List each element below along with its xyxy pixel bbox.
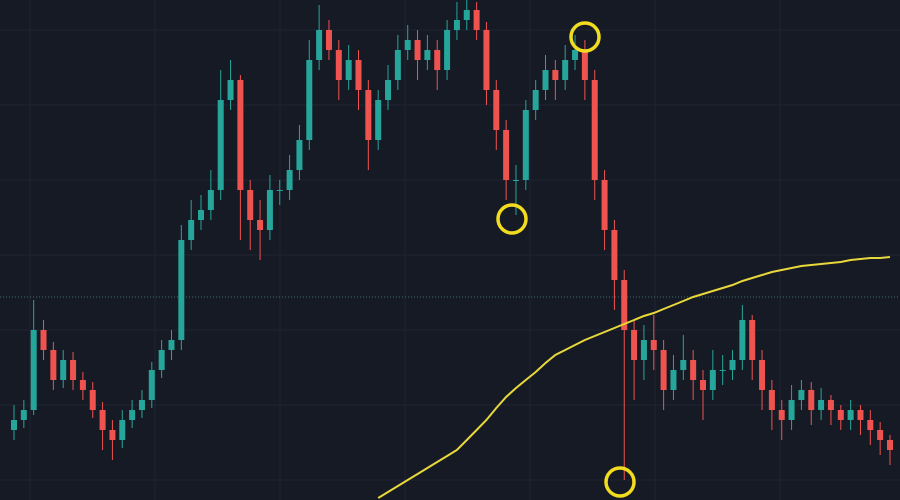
candle-body	[237, 80, 244, 190]
moving-average-line	[377, 256, 891, 499]
candle-body	[522, 110, 529, 180]
candle-body	[542, 70, 549, 90]
candle-body	[749, 320, 756, 360]
candle-body	[837, 410, 844, 420]
highlight-circle	[569, 21, 601, 53]
candle-body	[60, 360, 67, 380]
candle-body	[857, 410, 864, 420]
candle-body	[316, 30, 323, 60]
candle-body	[808, 390, 815, 410]
candle-body	[11, 420, 17, 430]
candle-body	[709, 370, 716, 390]
candle-body	[670, 370, 677, 390]
candle-body	[680, 360, 687, 370]
candle-body	[148, 370, 155, 400]
candle-body	[453, 20, 460, 30]
candle-body	[473, 10, 480, 30]
candle-body	[355, 60, 362, 90]
candle-body	[266, 190, 273, 230]
candle-body	[217, 100, 224, 190]
candle-body	[434, 50, 441, 70]
candle-body	[512, 180, 519, 181]
candle-body	[631, 330, 638, 360]
candle-body	[276, 190, 283, 191]
highlight-circle	[604, 466, 636, 498]
candle-body	[601, 180, 608, 230]
candle-body	[365, 90, 372, 140]
candle-body	[247, 190, 254, 220]
candle-body	[178, 240, 185, 340]
candle-body	[394, 50, 401, 80]
candle-body	[621, 280, 628, 330]
highlight-circle	[496, 203, 528, 235]
candle-body	[414, 40, 421, 60]
candle-body	[690, 360, 697, 380]
candle-body	[778, 410, 785, 420]
candle-body	[375, 100, 382, 140]
candle-body	[207, 190, 214, 210]
candle-body	[119, 420, 126, 440]
candle-body	[768, 390, 775, 410]
candle-body	[463, 10, 470, 20]
candle-body	[306, 60, 313, 140]
candle-body	[158, 350, 165, 370]
candle-body	[296, 140, 303, 170]
candle-body	[827, 400, 834, 410]
candle-body	[699, 380, 706, 390]
candle-body	[257, 220, 264, 230]
candle-body	[30, 330, 37, 410]
candle-body	[759, 360, 766, 390]
candle-body	[109, 430, 116, 440]
candle-body	[99, 410, 106, 430]
annotations	[496, 21, 636, 498]
candle-body	[562, 60, 569, 80]
candle-body	[40, 330, 47, 350]
candle-body	[503, 130, 510, 180]
candle-body	[325, 30, 332, 50]
candle-body	[729, 360, 736, 370]
candle-body	[798, 390, 805, 400]
candle-body	[572, 50, 579, 60]
candle-body	[188, 220, 195, 240]
candle-body	[818, 400, 825, 410]
candle-body	[198, 210, 205, 220]
candle-body	[611, 230, 618, 280]
candle-body	[532, 90, 539, 110]
candle-body	[581, 50, 588, 80]
candle-body	[739, 320, 746, 360]
candle-body	[444, 30, 451, 70]
candle-body	[286, 170, 293, 190]
candle-body	[129, 410, 136, 420]
candle-body	[345, 60, 352, 80]
candle-body	[788, 400, 795, 420]
candle-body	[168, 340, 175, 350]
candle-body	[227, 80, 234, 100]
candle-body	[404, 40, 411, 50]
candle-body	[640, 340, 647, 360]
candle-body	[89, 390, 96, 410]
candle-body	[650, 340, 657, 350]
candle-body	[79, 380, 86, 390]
candle-body	[335, 50, 342, 80]
candle-body	[493, 90, 500, 130]
candle-body	[138, 400, 145, 410]
candle-body	[483, 30, 490, 90]
candle-body	[20, 410, 27, 420]
candle-body	[660, 350, 667, 390]
candle-body	[70, 360, 77, 380]
candle-body	[719, 370, 726, 371]
candle-body	[385, 80, 392, 100]
candle-body	[50, 350, 57, 380]
candle-body	[552, 70, 559, 80]
candle-body	[424, 50, 431, 60]
candle-body	[867, 420, 874, 430]
candle-body	[847, 410, 854, 420]
candle-body	[591, 80, 598, 180]
candle-body	[887, 440, 893, 450]
candle-body	[877, 430, 884, 440]
